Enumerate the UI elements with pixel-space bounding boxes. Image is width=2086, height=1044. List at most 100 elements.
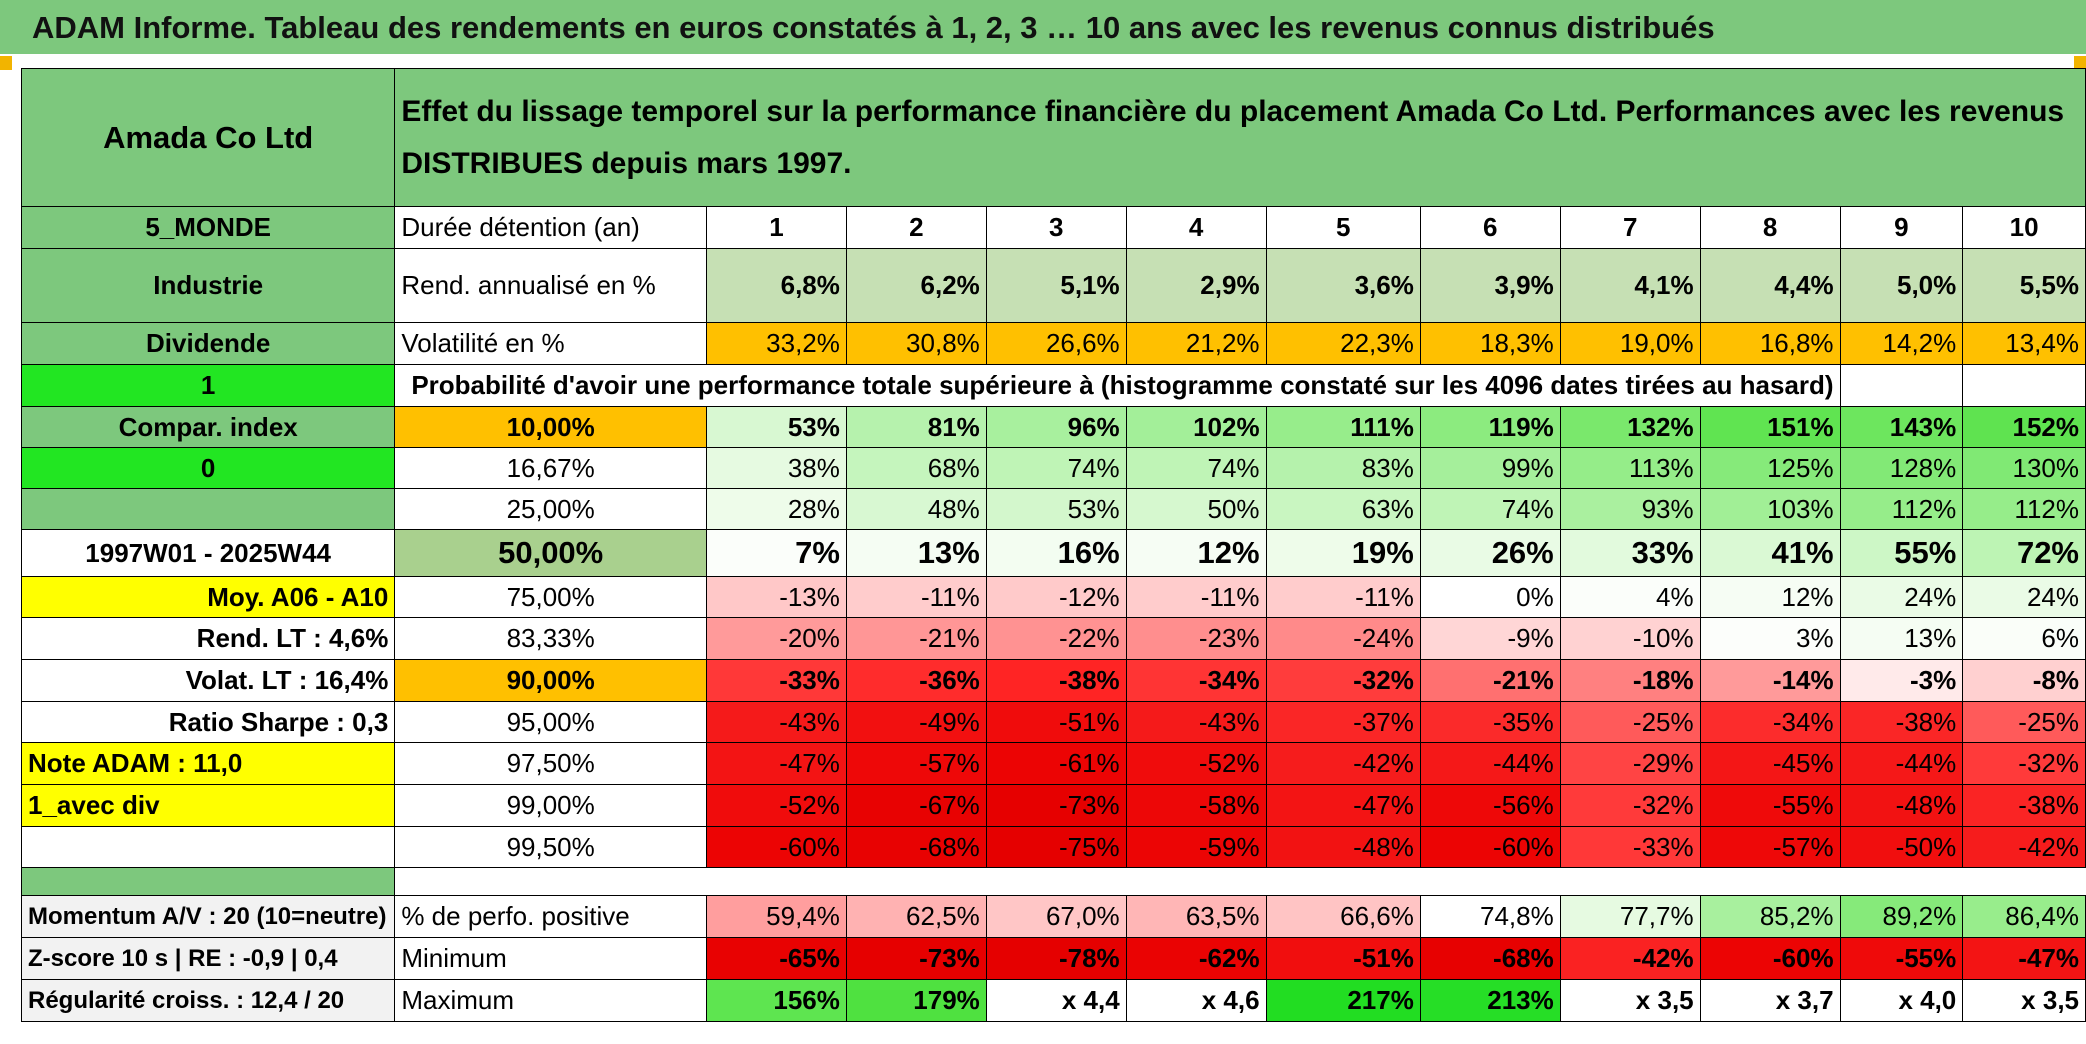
quantile-value: 63% <box>1265 488 1421 530</box>
quantile-value: -11% <box>1265 576 1421 618</box>
quantile-value: -34% <box>1699 701 1841 743</box>
quantile-row: 1997W01 - 2025W44 50,00% 7% 13% 16% 12% 19% 26%… <box>20 529 2086 577</box>
quantile-value: -44% <box>1419 742 1561 785</box>
quantile-value: -61% <box>985 742 1127 785</box>
quantile-label: 16,67% <box>394 447 707 489</box>
year-header: 10 <box>1962 206 2086 249</box>
quantile-value: 74% <box>985 447 1127 489</box>
quantile-value: 152% <box>1962 406 2086 448</box>
annual-return-label: Rend. annualisé en % <box>394 248 707 323</box>
period-label: 1997W01 - 2025W44 <box>20 529 396 577</box>
duration-label: Durée détention (an) <box>394 206 707 249</box>
quantile-value: -9% <box>1419 617 1561 660</box>
quantile-value: -12% <box>985 576 1127 618</box>
quantile-value: -50% <box>1839 826 1964 868</box>
minimum-value: -78% <box>985 937 1127 980</box>
quantile-value: -11% <box>1125 576 1267 618</box>
quantile-value: -22% <box>985 617 1127 660</box>
quantile-value: -47% <box>706 742 847 785</box>
volatility-value: 22,3% <box>1265 322 1421 365</box>
year-header: 3 <box>985 206 1127 249</box>
quantile-value: 24% <box>1962 576 2086 618</box>
quantile-value: 6% <box>1962 617 2086 660</box>
quantile-value: 33% <box>1559 529 1701 577</box>
quantile-row: 25,00% 28% 48% 53% 50% 63% 74% 93% 103% 112% 112% <box>20 488 2086 530</box>
selector-cell-2[interactable]: 0 <box>20 447 396 489</box>
quantile-label: 75,00% <box>394 576 707 618</box>
minimum-value: -65% <box>706 937 847 980</box>
quantile-value: -35% <box>1419 701 1561 743</box>
volatility-value: 26,6% <box>985 322 1127 365</box>
quantile-value: -67% <box>845 784 987 827</box>
maximum-value: 217% <box>1265 979 1421 1022</box>
corner-marker <box>0 56 12 70</box>
maximum-value: x 4,0 <box>1839 979 1964 1022</box>
sector-label: Industrie <box>20 248 396 323</box>
positive-perf-value: 67,0% <box>985 895 1127 938</box>
quantile-value: -75% <box>985 826 1127 868</box>
quantile-value: 48% <box>845 488 987 530</box>
quantile-value: -32% <box>1559 784 1701 827</box>
quantile-value: -52% <box>1125 742 1267 785</box>
quantile-value: 74% <box>1125 447 1267 489</box>
spacer-cell <box>394 867 2086 896</box>
positive-perf-value: 77,7% <box>1559 895 1701 938</box>
annual-return-value: 5,5% <box>1962 248 2086 323</box>
quantile-value: -21% <box>845 617 987 660</box>
volatility-value: 30,8% <box>845 322 987 365</box>
maximum-value: x 3,5 <box>1962 979 2086 1022</box>
quantile-value: 12% <box>1125 529 1267 577</box>
quantile-label: 50,00% <box>394 529 707 577</box>
quantile-value: 143% <box>1839 406 1964 448</box>
quantile-value: -8% <box>1962 659 2086 702</box>
banner-title: ADAM Informe. Tableau des rendements en … <box>0 0 2086 56</box>
quantile-value: -68% <box>845 826 987 868</box>
quantile-label: 90,00% <box>394 659 707 702</box>
quantile-row: Note ADAM : 11,0 97,50% -47% -57% -61% -52% -4… <box>20 742 2086 785</box>
quantile-row: Volat. LT : 16,4% 90,00% -33% -36% -38% -34% -… <box>20 659 2086 702</box>
income-label: Dividende <box>20 322 396 365</box>
annual-return-value: 4,4% <box>1699 248 1841 323</box>
quantile-value: 53% <box>985 488 1127 530</box>
quantile-value: 28% <box>706 488 847 530</box>
quantile-value: -38% <box>985 659 1127 702</box>
minimum-value: -62% <box>1125 937 1267 980</box>
corner-marker <box>2074 56 2086 70</box>
quantile-label: 99,50% <box>394 826 707 868</box>
positive-perf-value: 86,4% <box>1962 895 2086 938</box>
quantile-value: -21% <box>1419 659 1561 702</box>
table-description: Effet du lissage temporel sur la perform… <box>394 68 2086 207</box>
year-header: 4 <box>1125 206 1267 249</box>
maximum-value: 213% <box>1419 979 1561 1022</box>
compar-index-label: Compar. index <box>20 406 396 448</box>
quantile-value: 128% <box>1839 447 1964 489</box>
quantile-label: 95,00% <box>394 701 707 743</box>
positive-perf-label: % de perfo. positive <box>394 895 707 938</box>
quantile-value: -14% <box>1699 659 1841 702</box>
quantile-row: 99,50% -60% -68% -75% -59% -48% -60% -33% -57% -5… <box>20 826 2086 868</box>
minimum-value: -51% <box>1265 937 1421 980</box>
quantile-value: 55% <box>1839 529 1964 577</box>
quantile-row: Compar. index 10,00% 53% 81% 96% 102% 111% 119%… <box>20 406 2086 448</box>
selector-cell-1[interactable]: 1 <box>20 364 396 407</box>
company-name: Amada Co Ltd <box>20 68 396 207</box>
quantile-value: 53% <box>706 406 847 448</box>
positive-perf-value: 89,2% <box>1839 895 1964 938</box>
quantile-row: Rend. LT : 4,6% 83,33% -20% -21% -22% -23% -24… <box>20 617 2086 660</box>
quantile-value: -36% <box>845 659 987 702</box>
year-header: 2 <box>845 206 987 249</box>
volatility-value: 33,2% <box>706 322 847 365</box>
quantile-value: -57% <box>1699 826 1841 868</box>
probability-header: Probabilité d'avoir une performance tota… <box>394 364 1841 407</box>
quantile-value: 132% <box>1559 406 1701 448</box>
positive-perf-value: 62,5% <box>845 895 987 938</box>
volatility-label: Volatilité en % <box>394 322 707 365</box>
sharpe-ratio: Ratio Sharpe : 0,3 <box>20 701 396 743</box>
quantile-value: 38% <box>706 447 847 489</box>
positive-perf-value: 85,2% <box>1699 895 1841 938</box>
quantile-value: 130% <box>1962 447 2086 489</box>
quantile-value: 125% <box>1699 447 1841 489</box>
quantile-label: 25,00% <box>394 488 707 530</box>
quantile-value: 74% <box>1419 488 1561 530</box>
empty-cell <box>1839 364 1964 407</box>
